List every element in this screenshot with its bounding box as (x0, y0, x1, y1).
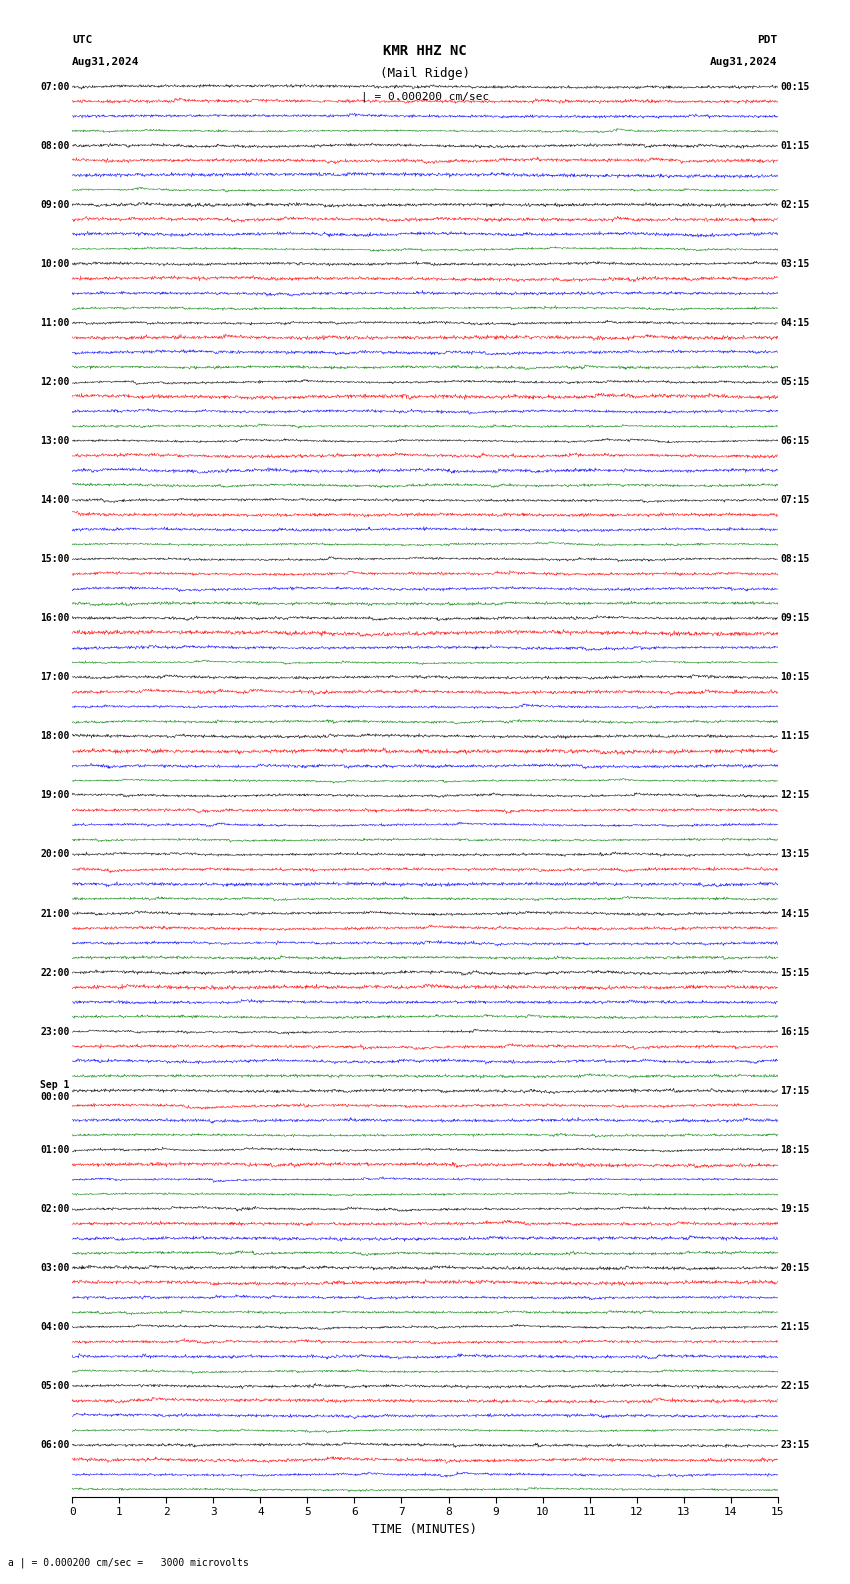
Text: (Mail Ridge): (Mail Ridge) (380, 67, 470, 79)
Text: 03:15: 03:15 (780, 258, 810, 269)
Text: 01:00: 01:00 (40, 1145, 70, 1155)
Text: 16:00: 16:00 (40, 613, 70, 623)
Text: 19:00: 19:00 (40, 790, 70, 800)
Text: UTC: UTC (72, 35, 93, 44)
Text: 22:00: 22:00 (40, 968, 70, 977)
Text: 03:00: 03:00 (40, 1262, 70, 1274)
Text: 21:15: 21:15 (780, 1323, 810, 1332)
Text: 16:15: 16:15 (780, 1026, 810, 1036)
Text: 15:00: 15:00 (40, 554, 70, 564)
Text: Aug31,2024: Aug31,2024 (711, 57, 778, 67)
Text: Sep 1
00:00: Sep 1 00:00 (40, 1080, 70, 1101)
Text: 19:15: 19:15 (780, 1204, 810, 1213)
Text: 18:00: 18:00 (40, 732, 70, 741)
Text: 22:15: 22:15 (780, 1381, 810, 1391)
Text: 09:15: 09:15 (780, 613, 810, 623)
Text: 05:15: 05:15 (780, 377, 810, 386)
Text: 23:15: 23:15 (780, 1440, 810, 1451)
Text: 20:00: 20:00 (40, 849, 70, 860)
Text: 01:15: 01:15 (780, 141, 810, 150)
Text: 11:15: 11:15 (780, 732, 810, 741)
Text: 15:15: 15:15 (780, 968, 810, 977)
Text: 21:00: 21:00 (40, 909, 70, 919)
Text: 09:00: 09:00 (40, 200, 70, 209)
Text: PDT: PDT (757, 35, 778, 44)
Text: 08:00: 08:00 (40, 141, 70, 150)
Text: 04:15: 04:15 (780, 318, 810, 328)
Text: 05:00: 05:00 (40, 1381, 70, 1391)
Text: 08:15: 08:15 (780, 554, 810, 564)
Text: 18:15: 18:15 (780, 1145, 810, 1155)
Text: 14:00: 14:00 (40, 496, 70, 505)
Text: 04:00: 04:00 (40, 1323, 70, 1332)
Text: 00:15: 00:15 (780, 82, 810, 92)
Text: 07:15: 07:15 (780, 496, 810, 505)
Text: 06:15: 06:15 (780, 436, 810, 447)
Text: 10:00: 10:00 (40, 258, 70, 269)
X-axis label: TIME (MINUTES): TIME (MINUTES) (372, 1522, 478, 1536)
Text: 14:15: 14:15 (780, 909, 810, 919)
Text: | = 0.000200 cm/sec: | = 0.000200 cm/sec (361, 92, 489, 103)
Text: a | = 0.000200 cm/sec =   3000 microvolts: a | = 0.000200 cm/sec = 3000 microvolts (8, 1557, 249, 1568)
Text: 10:15: 10:15 (780, 672, 810, 683)
Text: Aug31,2024: Aug31,2024 (72, 57, 139, 67)
Text: 17:00: 17:00 (40, 672, 70, 683)
Text: KMR HHZ NC: KMR HHZ NC (383, 44, 467, 59)
Text: 06:00: 06:00 (40, 1440, 70, 1451)
Text: 11:00: 11:00 (40, 318, 70, 328)
Text: 23:00: 23:00 (40, 1026, 70, 1036)
Text: 20:15: 20:15 (780, 1262, 810, 1274)
Text: 02:15: 02:15 (780, 200, 810, 209)
Text: 12:15: 12:15 (780, 790, 810, 800)
Text: 12:00: 12:00 (40, 377, 70, 386)
Text: 13:15: 13:15 (780, 849, 810, 860)
Text: 07:00: 07:00 (40, 82, 70, 92)
Text: 13:00: 13:00 (40, 436, 70, 447)
Text: 17:15: 17:15 (780, 1085, 810, 1096)
Text: 02:00: 02:00 (40, 1204, 70, 1213)
